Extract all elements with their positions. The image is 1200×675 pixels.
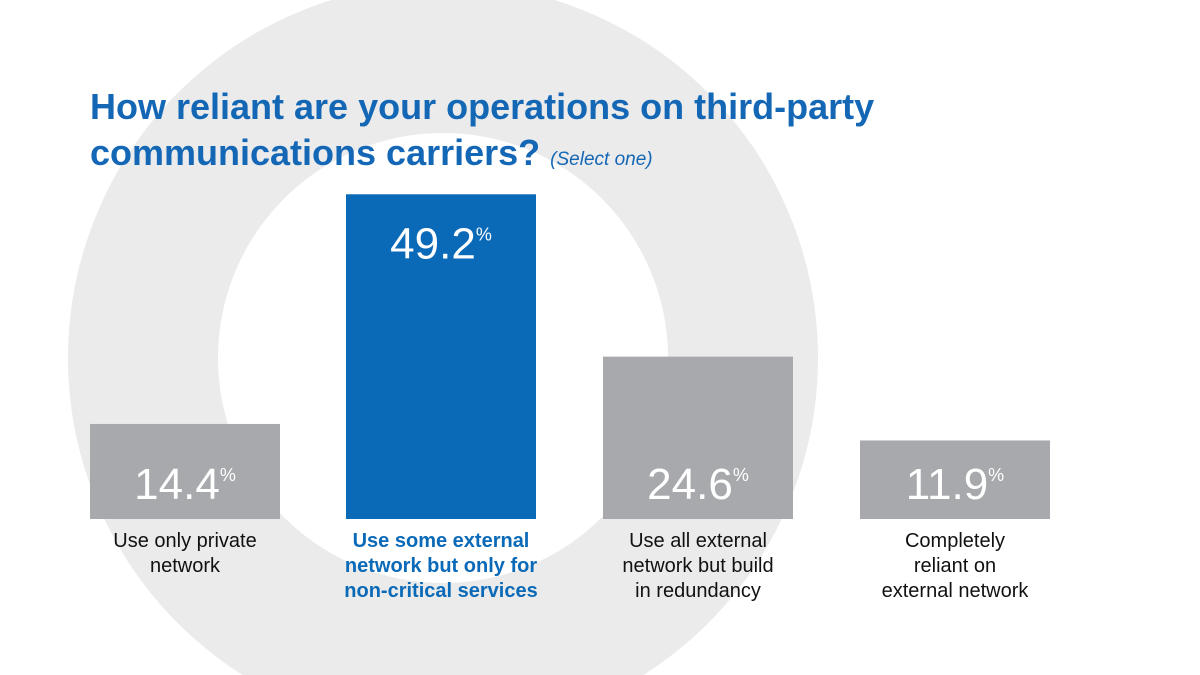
bar-1 [90, 423, 280, 519]
chart-title-text: How reliant are your operations on third… [90, 86, 875, 173]
bar-4 [860, 440, 1050, 519]
bar-value-label-3: 24.6% [647, 460, 749, 509]
category-label-1: Use only private network [113, 530, 256, 577]
chart-title: How reliant are your operations on third… [90, 84, 990, 183]
category-label-2: Use some external network but only for non… [344, 530, 537, 602]
chart-subtitle: (Select one) [550, 149, 653, 170]
category-label-4: Completely reliant on external network [882, 530, 1030, 602]
bar-value-label-2: 49.2% [390, 219, 492, 268]
bar-2 [346, 194, 536, 519]
category-label-3: Use all external network but build in redu… [622, 530, 773, 602]
bar-value-label-4: 11.9% [906, 460, 1004, 509]
bar-3 [603, 356, 793, 519]
bar-value-label-1: 14.4% [134, 460, 236, 509]
